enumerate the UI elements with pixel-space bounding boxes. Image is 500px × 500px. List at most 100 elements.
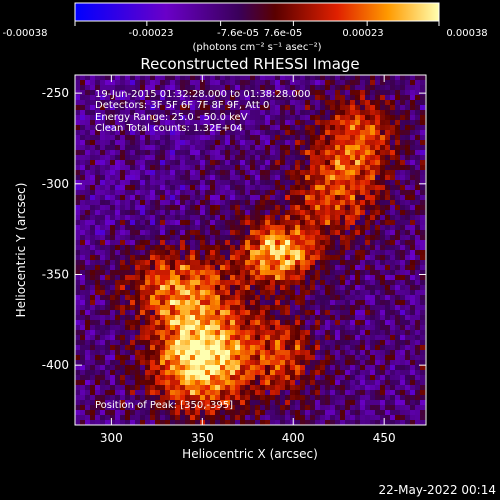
heatmap-cell [370,315,376,321]
heatmap-cell [130,95,136,101]
heatmap-cell [350,370,356,376]
heatmap-cell [140,150,146,156]
heatmap-cell [195,335,201,341]
heatmap-cell [100,175,106,181]
heatmap-cell [315,305,321,311]
heatmap-cell [355,75,361,81]
heatmap-cell [285,160,291,166]
heatmap-cell [185,335,191,341]
heatmap-cell [250,110,256,116]
heatmap-cell [360,80,366,86]
heatmap-cell [185,280,191,286]
heatmap-cell [90,345,96,351]
heatmap-cell [95,130,101,136]
heatmap-cell [290,115,296,121]
heatmap-cell [360,340,366,346]
heatmap-cell [325,95,331,101]
heatmap-cell [335,395,341,401]
heatmap-cell [150,290,156,296]
heatmap-cell [365,390,371,396]
heatmap-cell [410,285,416,291]
heatmap-cell [205,100,211,106]
heatmap-cell [410,375,416,381]
heatmap-cell [315,400,321,406]
heatmap-cell [235,225,241,231]
heatmap-cell [85,130,91,136]
heatmap-cell [395,370,401,376]
heatmap-cell [140,175,146,181]
heatmap-cell [85,95,91,101]
heatmap-cell [265,215,271,221]
heatmap-cell [420,255,426,261]
heatmap-cell [260,155,266,161]
heatmap-cell [300,120,306,126]
heatmap-cell [140,390,146,396]
heatmap-cell [385,165,391,171]
heatmap-cell [395,80,401,86]
heatmap-cell [375,415,381,421]
heatmap-cell [130,165,136,171]
heatmap-cell [125,340,131,346]
heatmap-cell [185,95,191,101]
heatmap-cell [405,210,411,216]
heatmap-cell [85,370,91,376]
heatmap-cell [165,180,171,186]
heatmap-cell [115,275,121,281]
heatmap-cell [220,155,226,161]
heatmap-cell [250,190,256,196]
heatmap-cell [85,120,91,126]
heatmap-cell [365,145,371,151]
heatmap-cell [135,255,141,261]
heatmap-cell [350,120,356,126]
heatmap-cell [95,125,101,131]
heatmap-cell [180,215,186,221]
heatmap-cell [240,205,246,211]
heatmap-cell [155,355,161,361]
heatmap-cell [115,175,121,181]
heatmap-cell [150,300,156,306]
heatmap-cell [245,215,251,221]
heatmap-cell [270,90,276,96]
heatmap-cell [225,190,231,196]
heatmap-cell [225,225,231,231]
heatmap-cell [205,245,211,251]
heatmap-cell [80,170,86,176]
heatmap-cell [80,365,86,371]
heatmap-cell [160,215,166,221]
heatmap-cell [95,370,101,376]
heatmap-cell [285,225,291,231]
heatmap-cell [210,365,216,371]
heatmap-cell [250,240,256,246]
heatmap-cell [350,285,356,291]
heatmap-cell [240,285,246,291]
heatmap-cell [310,220,316,226]
heatmap-cell [420,190,426,196]
heatmap-cell [290,220,296,226]
heatmap-cell [260,130,266,136]
heatmap-cell [255,150,261,156]
heatmap-cell [215,100,221,106]
heatmap-cell [145,260,151,266]
heatmap-cell [310,345,316,351]
heatmap-cell [390,400,396,406]
heatmap-cell [315,205,321,211]
heatmap-cell [385,310,391,316]
heatmap-cell [265,385,271,391]
heatmap-cell [270,190,276,196]
heatmap-cell [295,170,301,176]
heatmap-cell [200,180,206,186]
heatmap-cell [340,265,346,271]
heatmap-cell [95,330,101,336]
heatmap-cell [135,140,141,146]
heatmap-cell [240,395,246,401]
heatmap-cell [220,365,226,371]
heatmap-cell [270,295,276,301]
heatmap-cell [190,240,196,246]
heatmap-cell [150,160,156,166]
heatmap-cell [90,190,96,196]
heatmap-cell [115,300,121,306]
heatmap-cell [85,325,91,331]
heatmap-cell [200,85,206,91]
heatmap-cell [190,315,196,321]
heatmap-cell [100,245,106,251]
